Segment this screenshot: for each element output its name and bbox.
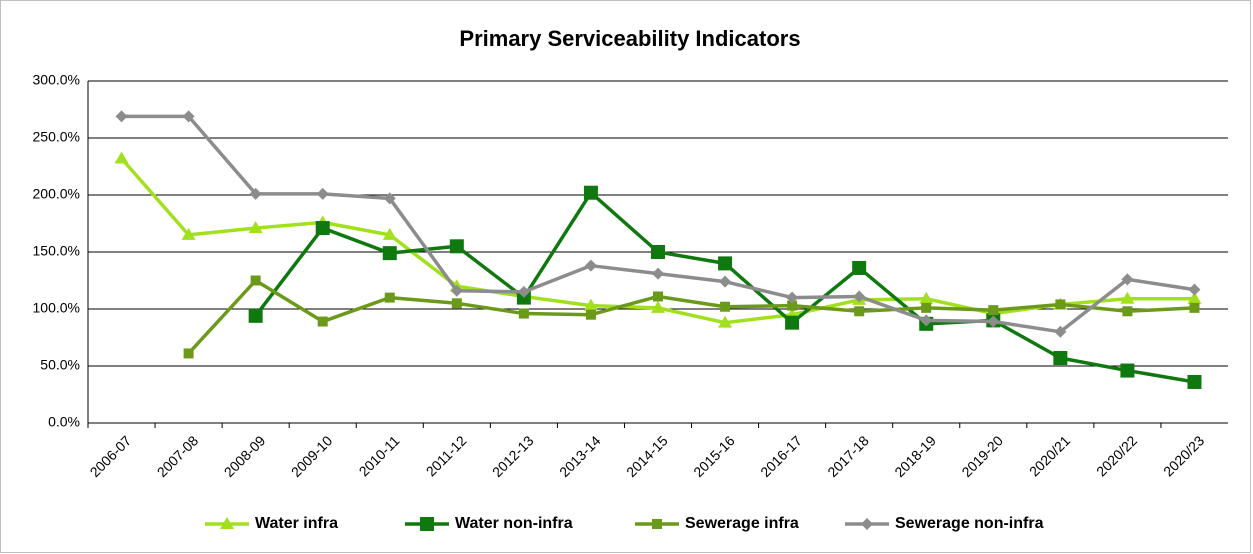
- legend-label: Sewerage infra: [685, 515, 799, 532]
- marker: [315, 221, 330, 236]
- marker: [919, 291, 934, 304]
- marker: [653, 291, 663, 302]
- marker: [719, 275, 732, 288]
- marker: [1120, 363, 1135, 378]
- marker: [1188, 283, 1201, 296]
- marker: [220, 517, 234, 529]
- marker: [1055, 299, 1066, 310]
- marker: [584, 259, 597, 272]
- marker: [1054, 325, 1067, 338]
- marker: [384, 292, 395, 303]
- marker: [853, 290, 866, 303]
- marker: [718, 315, 733, 328]
- marker: [382, 227, 397, 240]
- marker: [248, 221, 263, 234]
- marker: [988, 305, 999, 316]
- marker: [1053, 351, 1068, 366]
- marker: [1187, 374, 1202, 389]
- marker: [317, 316, 328, 327]
- marker: [1122, 306, 1133, 317]
- marker: [651, 245, 665, 259]
- marker: [182, 110, 195, 123]
- y-tick-label: 150.0%: [33, 243, 80, 259]
- marker: [1189, 302, 1200, 313]
- marker: [854, 306, 865, 317]
- marker: [316, 187, 329, 200]
- marker: [785, 315, 800, 330]
- marker: [382, 246, 397, 261]
- legend-label: Sewerage non-infra: [895, 515, 1044, 532]
- marker: [987, 315, 1000, 328]
- y-tick-label: 200.0%: [33, 186, 80, 202]
- y-tick-label: 300.0%: [33, 72, 80, 88]
- marker: [181, 227, 196, 240]
- legend-label: Water non-infra: [455, 515, 573, 532]
- marker: [652, 267, 664, 280]
- marker: [921, 302, 932, 313]
- marker: [450, 284, 463, 297]
- marker: [518, 308, 529, 319]
- marker: [115, 110, 128, 123]
- marker: [449, 239, 464, 254]
- marker: [787, 300, 798, 311]
- marker: [114, 151, 129, 164]
- marker: [852, 260, 867, 275]
- y-tick-label: 0.0%: [48, 414, 80, 430]
- marker: [1187, 291, 1202, 304]
- y-tick-label: 100.0%: [33, 300, 80, 316]
- marker: [1120, 291, 1135, 304]
- marker: [451, 298, 462, 309]
- marker: [720, 301, 731, 312]
- chart-title: Primary Serviceability Indicators: [459, 26, 800, 51]
- y-tick-label: 250.0%: [33, 129, 80, 145]
- marker: [652, 519, 662, 529]
- marker: [583, 185, 598, 200]
- marker: [183, 348, 194, 359]
- y-tick-label: 50.0%: [40, 357, 80, 373]
- marker: [651, 300, 665, 313]
- marker: [517, 285, 530, 298]
- marker: [583, 298, 598, 311]
- marker: [248, 308, 263, 323]
- marker: [861, 518, 873, 530]
- marker: [249, 187, 262, 200]
- marker: [585, 309, 596, 320]
- marker: [718, 256, 733, 271]
- series-line: [187, 278, 1195, 355]
- marker: [1121, 273, 1134, 286]
- marker: [250, 275, 261, 286]
- marker: [786, 291, 799, 304]
- legend-label: Water infra: [255, 515, 338, 532]
- marker: [920, 314, 933, 327]
- marker: [383, 192, 396, 205]
- marker: [420, 517, 434, 531]
